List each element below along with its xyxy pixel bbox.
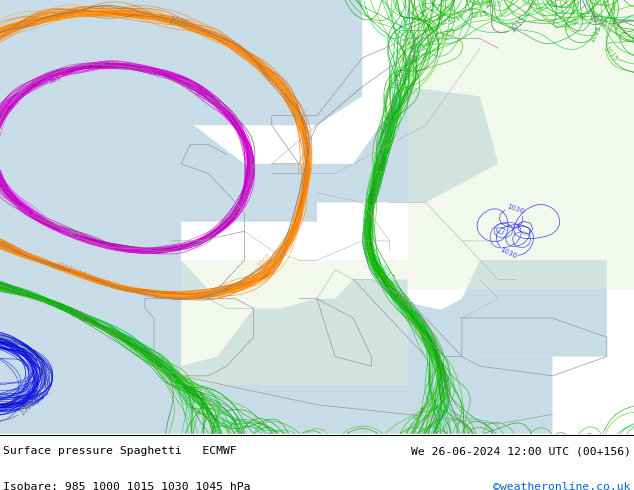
Text: 985: 985 bbox=[103, 62, 116, 68]
Text: 1015: 1015 bbox=[393, 293, 414, 312]
Text: 1030: 1030 bbox=[24, 389, 43, 401]
Text: 1030: 1030 bbox=[32, 389, 50, 403]
Text: 1015: 1015 bbox=[571, 11, 588, 26]
Text: 1015: 1015 bbox=[45, 299, 64, 311]
Text: 1015: 1015 bbox=[378, 265, 395, 281]
Text: 1015: 1015 bbox=[369, 186, 378, 204]
Text: 1015: 1015 bbox=[484, 1, 501, 8]
Text: 1000: 1000 bbox=[268, 74, 284, 92]
Polygon shape bbox=[181, 299, 552, 434]
Text: 1000: 1000 bbox=[73, 269, 91, 280]
Text: 1000: 1000 bbox=[68, 267, 87, 278]
Text: 1015: 1015 bbox=[589, 25, 602, 44]
Polygon shape bbox=[181, 164, 317, 221]
Text: 1015: 1015 bbox=[219, 418, 238, 429]
Text: 1000: 1000 bbox=[155, 12, 174, 25]
Text: 1015: 1015 bbox=[411, 319, 427, 338]
Text: 1015: 1015 bbox=[412, 405, 427, 423]
Text: 1015: 1015 bbox=[70, 308, 91, 325]
Text: 1000: 1000 bbox=[167, 15, 188, 29]
Text: 1015: 1015 bbox=[447, 12, 465, 26]
Text: 985: 985 bbox=[193, 88, 208, 100]
Polygon shape bbox=[425, 260, 607, 357]
Text: 1015: 1015 bbox=[587, 13, 608, 30]
Text: 1030: 1030 bbox=[23, 398, 41, 411]
Text: 985: 985 bbox=[59, 229, 74, 239]
Text: ©weatheronline.co.uk: ©weatheronline.co.uk bbox=[493, 482, 631, 490]
Text: 1030: 1030 bbox=[20, 391, 35, 409]
Polygon shape bbox=[335, 279, 408, 357]
Text: 1030: 1030 bbox=[17, 398, 37, 417]
Text: 985: 985 bbox=[7, 98, 20, 112]
Polygon shape bbox=[0, 116, 245, 434]
Text: 1015: 1015 bbox=[508, 14, 527, 34]
Text: 1015: 1015 bbox=[470, 10, 488, 19]
Text: 1015: 1015 bbox=[561, 17, 579, 32]
Text: Surface pressure Spaghetti   ECMWF: Surface pressure Spaghetti ECMWF bbox=[3, 446, 237, 456]
Text: 1000: 1000 bbox=[256, 252, 273, 269]
Text: Isobare: 985 1000 1015 1030 1045 hPa: Isobare: 985 1000 1015 1030 1045 hPa bbox=[3, 482, 250, 490]
Text: 1015: 1015 bbox=[69, 310, 87, 323]
Polygon shape bbox=[317, 87, 498, 202]
Text: 1000: 1000 bbox=[269, 78, 284, 97]
Text: 1030: 1030 bbox=[23, 377, 40, 394]
Text: 1015: 1015 bbox=[391, 72, 402, 90]
Text: 1030: 1030 bbox=[27, 393, 46, 407]
Text: 985: 985 bbox=[16, 204, 30, 217]
Polygon shape bbox=[0, 0, 362, 125]
Text: 1015: 1015 bbox=[146, 353, 164, 365]
Polygon shape bbox=[181, 260, 408, 386]
Text: We 26-06-2024 12:00 UTC (00+156): We 26-06-2024 12:00 UTC (00+156) bbox=[411, 446, 631, 456]
Text: 1015: 1015 bbox=[393, 288, 408, 306]
Text: 985: 985 bbox=[29, 209, 44, 221]
Text: 1030: 1030 bbox=[499, 247, 517, 260]
Text: 1015: 1015 bbox=[377, 153, 389, 172]
Text: 1015: 1015 bbox=[156, 365, 172, 382]
Text: 985: 985 bbox=[48, 74, 62, 85]
Text: 1030: 1030 bbox=[22, 386, 39, 403]
Text: 985: 985 bbox=[65, 227, 81, 242]
Text: 1000: 1000 bbox=[55, 261, 74, 272]
Polygon shape bbox=[408, 0, 634, 289]
Text: 1015: 1015 bbox=[105, 326, 123, 341]
Text: 1030: 1030 bbox=[505, 204, 524, 215]
Text: 1015: 1015 bbox=[50, 301, 68, 314]
Text: 1015: 1015 bbox=[602, 45, 618, 62]
Text: 1015: 1015 bbox=[55, 302, 74, 314]
